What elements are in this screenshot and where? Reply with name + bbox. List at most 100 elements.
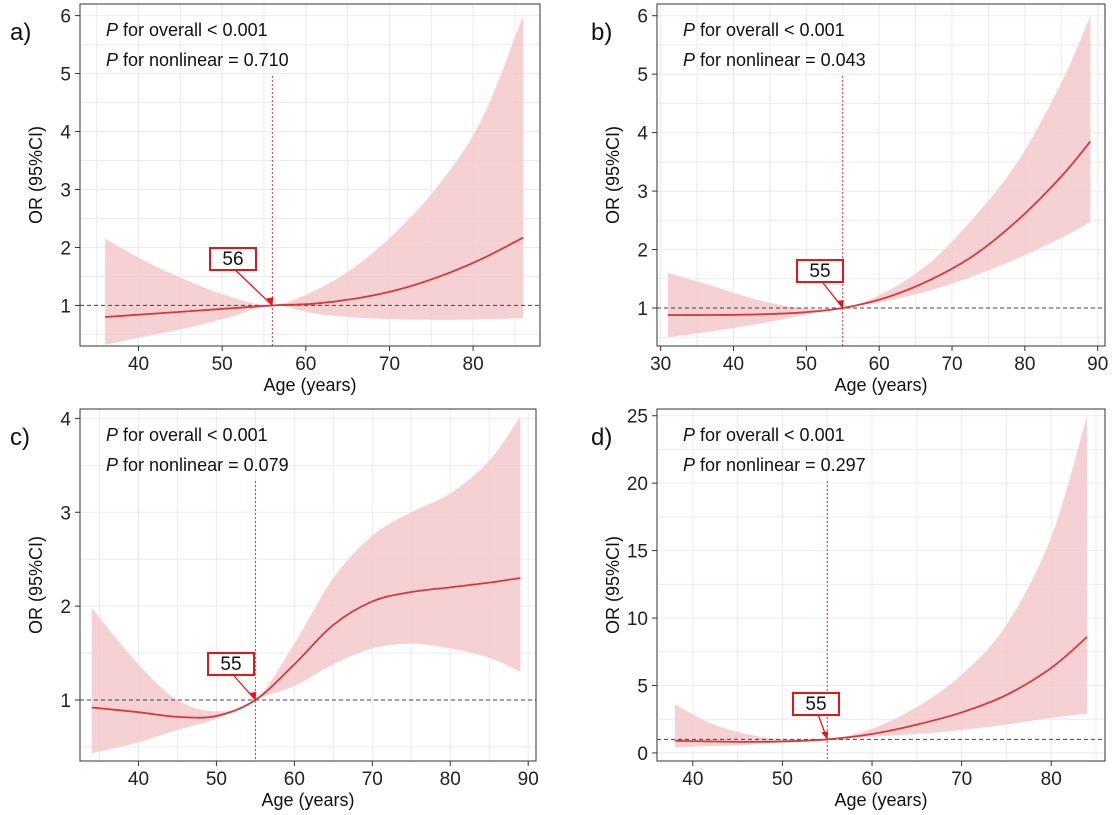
x-tick-label: 50 — [796, 354, 817, 375]
y-axis-label-b: OR (95%CI) — [603, 126, 623, 224]
y-tick-label: 2 — [637, 241, 648, 262]
knot-box-a — [209, 247, 257, 271]
p-overall-text-d: P for overall < 0.001 — [683, 425, 845, 445]
p-overall-text-a: P for overall < 0.001 — [106, 20, 268, 40]
chart-svg-c: 55 40 50 60 70 80 90 1 2 3 4 Age (years) OR (95%CI) c… — [10, 408, 539, 810]
x-tick-label: 50 — [206, 769, 227, 790]
y-tick-label: 10 — [627, 609, 648, 630]
knot-label-c: 55 — [220, 654, 241, 675]
or-line-c — [91, 577, 521, 719]
x-tick-label: 60 — [861, 769, 882, 790]
plot-frame-b — [656, 3, 1106, 347]
y-tick-label: 3 — [60, 180, 71, 201]
y-tick-label: 5 — [637, 65, 648, 86]
x-tick-label: 70 — [951, 769, 972, 790]
ci-band-a — [105, 15, 524, 345]
x-axis-label-a: Age (years) — [263, 375, 356, 395]
p-nonlinear-text-d: P for nonlinear = 0.297 — [683, 455, 866, 475]
y-tick-label: 25 — [627, 407, 648, 428]
knot-label-b: 55 — [809, 261, 830, 282]
y-tick-label: 3 — [637, 182, 648, 203]
x-tick-label: 90 — [1087, 354, 1108, 375]
panel-a: 56 40 50 60 70 80 1 2 3 4 5 6 Age (years) OR (95%CI) a… — [0, 0, 556, 405]
panel-label-d: d) — [591, 424, 612, 451]
y-axis-label-c: OR (95%CI) — [26, 536, 46, 634]
y-tick-label: 1 — [60, 296, 71, 317]
x-axis-label-b: Age (years) — [834, 375, 927, 395]
p-overall-text-c: P for overall < 0.001 — [106, 425, 268, 445]
plot-frame-c — [79, 408, 537, 762]
knot-box-b — [796, 259, 844, 283]
x-tick-label: 40 — [128, 769, 149, 790]
or-line-b — [667, 140, 1092, 316]
chart-svg-b: 55 30 40 50 60 70 80 90 1 2 3 4 5 6 Age (years) OR (95%… — [591, 3, 1108, 395]
x-tick-label: 80 — [463, 354, 484, 375]
or-line-a — [105, 236, 524, 318]
knot-pointer-a — [234, 269, 273, 306]
ci-band-c — [91, 416, 521, 754]
y-tick-label: 6 — [637, 7, 648, 28]
y-tick-label: 3 — [60, 503, 71, 524]
or-line-d — [674, 636, 1088, 743]
ci-band-d — [674, 415, 1088, 748]
x-tick-label: 90 — [518, 769, 539, 790]
x-tick-label: 40 — [682, 769, 703, 790]
panel-label-b: b) — [591, 19, 612, 46]
y-tick-label: 6 — [60, 7, 71, 28]
knot-arrowhead-b — [836, 300, 844, 308]
x-tick-label: 50 — [772, 769, 793, 790]
knot-pointer-c — [232, 674, 256, 701]
p-nonlinear-text-b: P for nonlinear = 0.043 — [683, 50, 866, 70]
y-tick-label: 1 — [60, 691, 71, 712]
y-tick-label: 5 — [60, 65, 71, 86]
knot-label-a: 56 — [222, 249, 243, 270]
x-tick-label: 70 — [379, 354, 400, 375]
p-nonlinear-text-c: P for nonlinear = 0.079 — [106, 455, 289, 475]
ci-band-b — [667, 15, 1091, 338]
knot-box-d — [792, 692, 840, 716]
x-tick-label: 60 — [295, 354, 316, 375]
x-tick-label: 70 — [362, 769, 383, 790]
plot-frame-d — [656, 408, 1106, 762]
panel-b: 55 30 40 50 60 70 80 90 1 2 3 4 5 6 Age (years) OR (95%… — [575, 0, 1113, 405]
x-tick-label: 70 — [941, 354, 962, 375]
y-axis-label-d: OR (95%CI) — [603, 536, 623, 634]
knot-label-d: 55 — [805, 694, 826, 715]
x-axis-label-c: Age (years) — [261, 790, 354, 810]
x-axis-label-d: Age (years) — [834, 790, 927, 810]
panel-d: 55 40 50 60 70 80 0 5 10 15 20 25 Age (years) OR (95%… — [575, 405, 1113, 810]
panel-label-a: a) — [10, 19, 31, 46]
y-tick-label: 4 — [60, 123, 71, 144]
chart-svg-d: 55 40 50 60 70 80 0 5 10 15 20 25 Age (years) OR (95%… — [591, 407, 1106, 810]
p-overall-text-b: P for overall < 0.001 — [683, 20, 845, 40]
y-tick-label: 5 — [637, 676, 648, 697]
p-nonlinear-text-a: P for nonlinear = 0.710 — [106, 50, 289, 70]
x-tick-label: 40 — [723, 354, 744, 375]
knot-box-c — [207, 652, 255, 676]
knot-arrowhead-c — [249, 691, 257, 700]
x-tick-label: 60 — [284, 769, 305, 790]
x-tick-label: 30 — [650, 354, 671, 375]
x-tick-label: 40 — [128, 354, 149, 375]
x-tick-label: 80 — [440, 769, 461, 790]
panel-label-c: c) — [10, 424, 30, 451]
knot-arrowhead-a — [266, 297, 274, 306]
y-tick-label: 0 — [637, 744, 648, 765]
y-axis-label-a: OR (95%CI) — [26, 126, 46, 224]
x-tick-label: 80 — [1041, 769, 1062, 790]
y-tick-label: 20 — [627, 474, 648, 495]
y-tick-label: 4 — [60, 409, 71, 430]
y-tick-label: 1 — [637, 299, 648, 320]
panel-c: 55 40 50 60 70 80 90 1 2 3 4 Age (years) OR (95%CI) c… — [0, 405, 556, 810]
knot-arrowhead-d — [821, 731, 829, 740]
y-tick-label: 4 — [637, 124, 648, 145]
y-tick-label: 15 — [627, 542, 648, 563]
y-tick-label: 2 — [60, 597, 71, 618]
plot-frame-a — [79, 3, 541, 347]
x-tick-label: 50 — [212, 354, 233, 375]
y-tick-label: 2 — [60, 238, 71, 259]
x-tick-label: 80 — [1014, 354, 1035, 375]
x-tick-label: 60 — [869, 354, 890, 375]
